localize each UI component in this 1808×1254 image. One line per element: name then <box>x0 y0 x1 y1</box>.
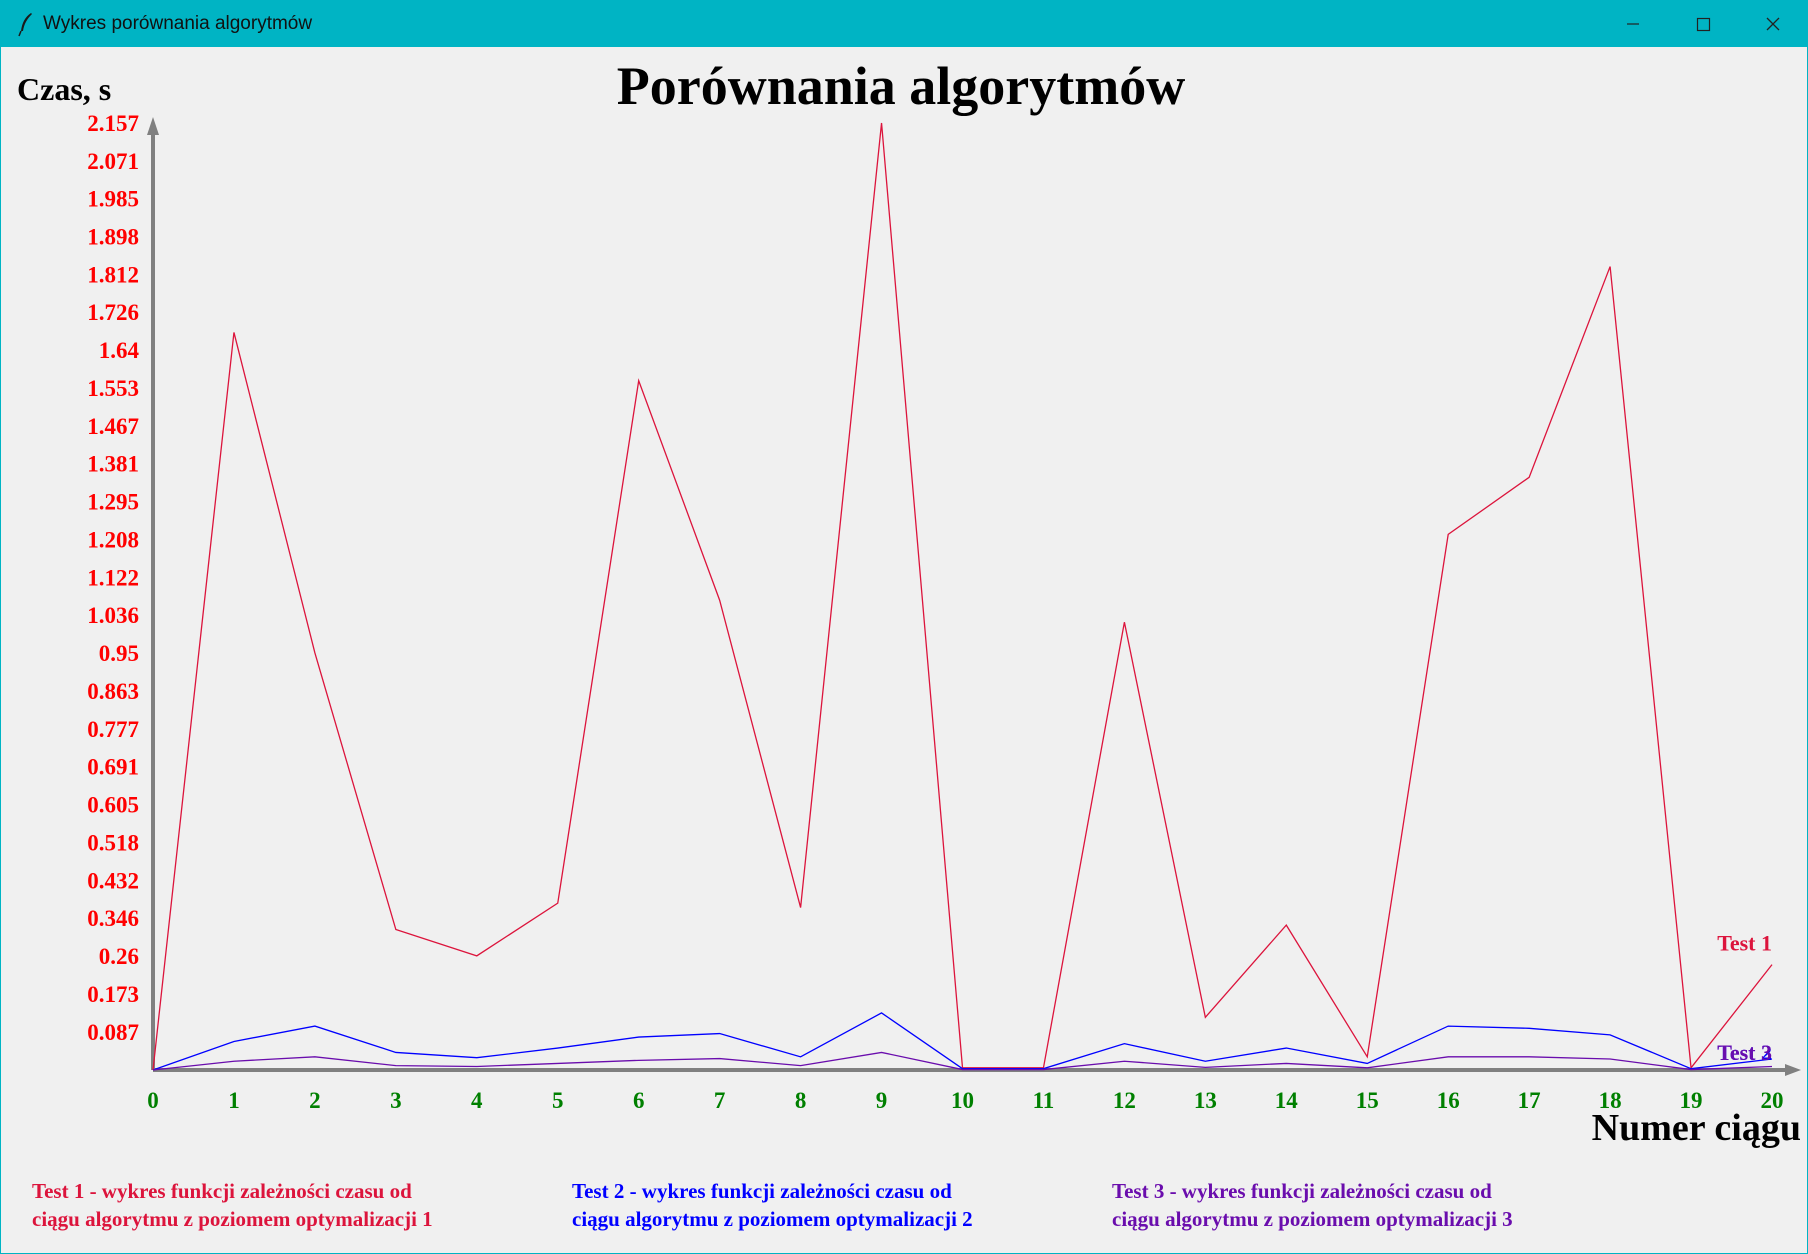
close-icon <box>1766 17 1780 31</box>
x-tick-label: 8 <box>795 1088 807 1113</box>
line-chart: Porównania algorytmów Czas, s Numer ciąg… <box>17 56 1801 1149</box>
axes <box>147 117 1801 1076</box>
x-tick-label: 7 <box>714 1088 726 1113</box>
series-label-2: Test 2 <box>1717 1040 1772 1065</box>
x-tick-label: 1 <box>228 1088 240 1113</box>
x-tick-label: 9 <box>876 1088 888 1113</box>
x-tick-label: 0 <box>147 1088 159 1113</box>
x-ticks: 0 1 2 3 4 5 6 7 8 9 10 11 12 13 14 15 16 17 18 19 20 <box>147 1088 1783 1113</box>
y-tick-label: 2.157 <box>87 111 139 136</box>
y-tick-label: 0.95 <box>99 641 139 666</box>
series-label-1: Test 1 <box>1717 931 1772 956</box>
minimize-button[interactable] <box>1598 1 1668 47</box>
x-tick-label: 16 <box>1437 1088 1460 1113</box>
x-tick-label: 5 <box>552 1088 564 1113</box>
legend-test-1: Test 1 - wykres funkcji zależności czasu… <box>32 1177 552 1233</box>
y-tick-label: 1.898 <box>87 225 139 250</box>
x-tick-label: 20 <box>1761 1088 1784 1113</box>
x-tick-label: 13 <box>1194 1088 1217 1113</box>
series-line-1 <box>152 122 1773 1071</box>
x-tick-label: 2 <box>309 1088 321 1113</box>
y-ticks: 2.157 2.071 1.985 1.898 1.812 1.726 1.64 1.553 1… <box>87 111 139 1045</box>
legend-test-1-line2: ciągu algorytmu z poziomem optymalizacji… <box>32 1207 433 1231</box>
legend-test-3: Test 3 - wykres funkcji zależności czasu… <box>1112 1177 1632 1233</box>
legend-test-2-line1: Test 2 - wykres funkcji zależności czasu… <box>572 1179 952 1203</box>
x-tick-label: 12 <box>1113 1088 1136 1113</box>
series-line-3 <box>152 1051 1773 1071</box>
y-tick-label: 0.346 <box>87 906 139 931</box>
legend-test-1-line1: Test 1 - wykres funkcji zależności czasu… <box>32 1179 412 1203</box>
y-tick-label: 1.467 <box>87 414 139 439</box>
y-tick-label: 0.518 <box>87 831 139 856</box>
y-axis-label: Czas, s <box>17 71 111 107</box>
minimize-icon <box>1627 23 1639 25</box>
x-tick-label: 19 <box>1680 1088 1703 1113</box>
y-tick-label: 0.777 <box>87 717 139 742</box>
series-line-2 <box>152 1012 1773 1071</box>
x-tick-label: 18 <box>1599 1088 1622 1113</box>
title-bar[interactable]: Wykres porównania algorytmów <box>1 1 1807 47</box>
chart-title: Porównania algorytmów <box>617 56 1185 116</box>
y-tick-label: 0.605 <box>87 792 139 817</box>
y-tick-label: 0.432 <box>87 868 139 893</box>
x-tick-label: 17 <box>1518 1088 1541 1113</box>
x-tick-label: 4 <box>471 1088 483 1113</box>
legend-test-3-line2: ciągu algorytmu z poziomem optymalizacji… <box>1112 1207 1513 1231</box>
close-button[interactable] <box>1738 1 1808 47</box>
series-label-3: Test 3 <box>1717 1040 1772 1065</box>
chart-area: Porównania algorytmów Czas, s Numer ciąg… <box>1 47 1807 1253</box>
y-tick-label: 0.691 <box>87 755 139 780</box>
y-tick-label: 1.122 <box>87 565 139 590</box>
y-tick-label: 1.036 <box>87 603 139 628</box>
x-tick-label: 10 <box>951 1088 974 1113</box>
x-tick-label: 14 <box>1275 1088 1299 1113</box>
y-tick-label: 1.64 <box>99 338 140 363</box>
legend-test-2: Test 2 - wykres funkcji zależności czasu… <box>572 1177 1092 1233</box>
y-tick-label: 1.985 <box>87 187 139 212</box>
y-axis-arrow <box>147 117 159 135</box>
window-title: Wykres porównania algorytmów <box>43 13 313 34</box>
x-tick-label: 11 <box>1033 1088 1055 1113</box>
y-tick-label: 0.173 <box>87 982 139 1007</box>
maximize-icon <box>1696 17 1711 32</box>
legend-test-2-line2: ciągu algorytmu z poziomem optymalizacji… <box>572 1207 973 1231</box>
maximize-button[interactable] <box>1668 1 1738 47</box>
y-tick-label: 0.863 <box>87 679 139 704</box>
y-tick-label: 1.295 <box>87 489 139 514</box>
y-tick-label: 0.087 <box>87 1020 139 1045</box>
y-tick-label: 0.26 <box>99 944 139 969</box>
y-tick-label: 1.553 <box>87 376 139 401</box>
x-tick-label: 15 <box>1356 1088 1379 1113</box>
legend-test-3-line1: Test 3 - wykres funkcji zależności czasu… <box>1112 1179 1492 1203</box>
feather-icon <box>18 13 32 37</box>
x-tick-label: 6 <box>633 1088 645 1113</box>
y-tick-label: 1.381 <box>87 452 139 477</box>
y-tick-label: 1.812 <box>87 262 139 287</box>
x-axis-label: Numer ciągu <box>1592 1107 1801 1149</box>
y-tick-label: 2.071 <box>87 149 139 174</box>
x-tick-label: 3 <box>390 1088 402 1113</box>
y-tick-label: 1.208 <box>87 528 139 553</box>
y-tick-label: 1.726 <box>87 300 139 325</box>
x-axis-arrow <box>1785 1064 1801 1076</box>
